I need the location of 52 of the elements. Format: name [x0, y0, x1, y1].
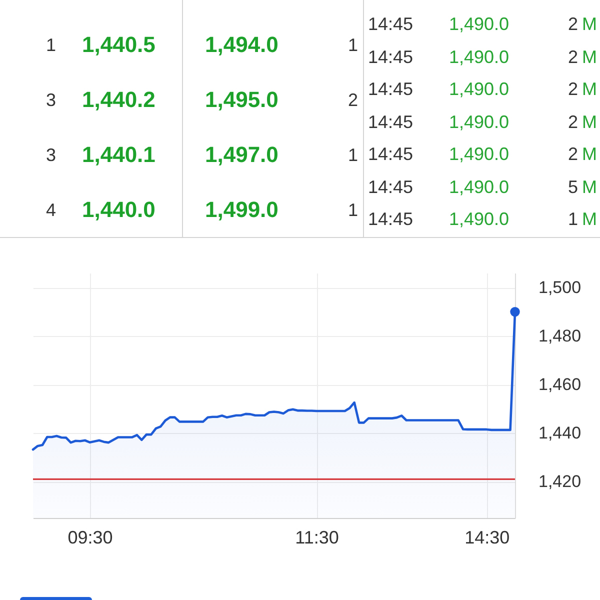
x-tick-label: 14:30: [464, 528, 510, 548]
text: 2: [568, 79, 578, 99]
text: 14:45: [368, 112, 414, 132]
text: 1: [46, 35, 56, 55]
text: 1,440.2: [82, 87, 156, 112]
text: 2: [568, 14, 578, 34]
text: M: [582, 46, 597, 66]
text: M: [582, 14, 597, 34]
text: M: [582, 79, 597, 99]
text: 1,440.5: [82, 32, 156, 57]
text: 1,495.0: [205, 87, 278, 112]
text: 1,490.0: [449, 14, 510, 34]
text: 1,440.0: [82, 197, 156, 222]
text: 1,497.0: [205, 142, 278, 167]
text: 1,494.0: [205, 32, 278, 57]
text: M: [582, 209, 597, 229]
text: 2: [568, 46, 578, 66]
text: 1,490.0: [449, 112, 510, 132]
text: M: [582, 176, 597, 196]
text: 3: [46, 145, 56, 165]
text: 4: [46, 200, 56, 220]
text: 1: [348, 35, 358, 55]
text: 2: [568, 112, 578, 132]
text: 1,490.0: [449, 46, 510, 66]
text: M: [582, 112, 597, 132]
y-tick-label: 1,500: [538, 278, 582, 298]
text: 1: [568, 209, 578, 229]
text: 1,490.0: [449, 144, 510, 164]
x-tick-label: 09:30: [68, 528, 113, 548]
text: 5: [568, 176, 578, 196]
text: 14:45: [368, 14, 414, 34]
text: 1,440.1: [82, 142, 156, 167]
text: 1,490.0: [449, 176, 510, 196]
text: 1: [348, 200, 358, 220]
text: 2: [348, 90, 358, 110]
text: M: [582, 144, 597, 164]
text: 1: [348, 145, 358, 165]
text: 1,490.0: [449, 209, 510, 229]
text: 2: [568, 144, 578, 164]
text: 14:45: [368, 209, 414, 229]
y-tick-label: 1,440: [538, 424, 582, 443]
text: 1,490.0: [449, 79, 510, 99]
y-tick-label: 1,420: [538, 472, 582, 492]
text: 3: [46, 90, 56, 110]
x-tick-label: 11:30: [295, 528, 339, 548]
text: 14:45: [368, 144, 414, 164]
text: 14:45: [368, 79, 414, 99]
text: 14:45: [368, 176, 414, 196]
text: 14:45: [368, 46, 414, 66]
text: 1,499.0: [205, 197, 278, 222]
y-tick-label: 1,480: [538, 326, 582, 346]
y-tick-label: 1,460: [538, 375, 582, 394]
